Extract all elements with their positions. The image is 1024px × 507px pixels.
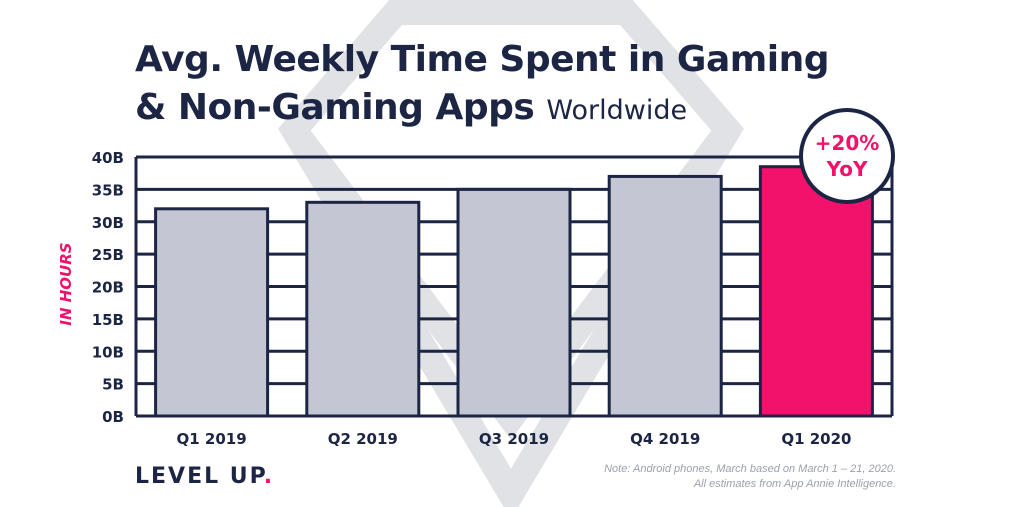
y-tick-label: 5B: [102, 376, 124, 394]
footnote-line-1: Note: Android phones, March based on Mar…: [604, 463, 896, 475]
y-tick-label: 0B: [102, 408, 124, 426]
yoy-badge: +20% YoY: [799, 108, 895, 204]
footnote: Note: Android phones, March based on Mar…: [604, 462, 896, 492]
x-tick-label: Q3 2019: [479, 430, 549, 448]
bar-q1-2020: [758, 165, 874, 418]
brand-text: LEVEL UP: [135, 464, 264, 489]
brand-logo: LEVEL UP.: [135, 464, 274, 489]
x-tick-label: Q2 2019: [328, 430, 398, 448]
y-tick-label: 40B: [92, 149, 124, 167]
y-tick-label: 35B: [92, 181, 124, 199]
yoy-badge-label: YoY: [826, 157, 868, 181]
bar-q2-2019: [305, 200, 421, 418]
bar-q3-2019: [456, 187, 572, 418]
bar-q4-2019: [607, 174, 723, 418]
y-tick-label: 10B: [92, 343, 124, 361]
title-line-2-main: & Non-Gaming Apps: [135, 87, 535, 128]
yoy-badge-circle: [799, 108, 895, 204]
title-line-1: Avg. Weekly Time Spent in Gaming: [135, 39, 830, 80]
y-tick-label: 20B: [92, 279, 124, 297]
x-tick-labels: Q1 2019 Q2 2019 Q3 2019 Q4 2019 Q1 2020: [177, 430, 852, 448]
x-tick-label: Q1 2020: [781, 430, 851, 448]
footnote-line-2: All estimates from App Annie Intelligenc…: [693, 478, 896, 490]
y-tick-label: 30B: [92, 214, 124, 232]
x-tick-label: Q1 2019: [177, 430, 247, 448]
chart-subtitle: Worldwide: [546, 95, 688, 126]
chart-title: Avg. Weekly Time Spent in Gaming & Non-G…: [135, 36, 830, 135]
title-line-2: & Non-Gaming Apps Worldwide: [135, 84, 829, 135]
y-tick-labels: 0B 5B 10B 15B 20B 25B 30B 35B 40B: [92, 149, 124, 426]
brand-dot: .: [263, 464, 275, 489]
y-tick-label: 25B: [92, 246, 124, 264]
yoy-badge-percent: +20%: [815, 131, 880, 155]
bars: [154, 165, 874, 418]
y-tick-label: 15B: [92, 311, 124, 329]
bar-q1-2019: [154, 207, 270, 418]
x-tick-label: Q4 2019: [630, 430, 700, 448]
